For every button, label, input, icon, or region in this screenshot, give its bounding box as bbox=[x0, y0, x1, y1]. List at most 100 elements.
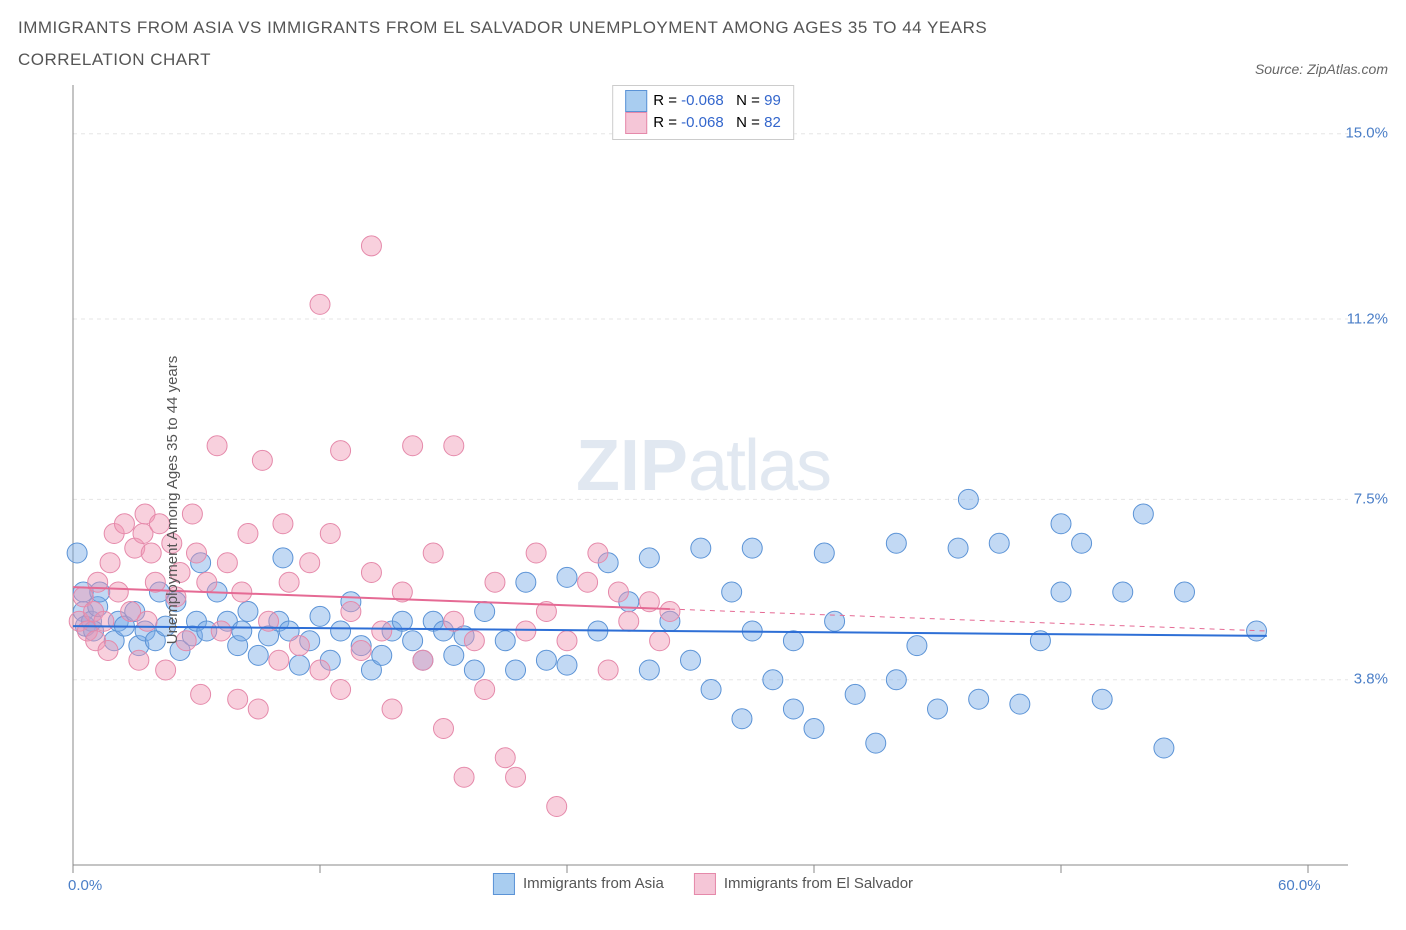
data-point bbox=[191, 684, 211, 704]
data-point bbox=[434, 718, 454, 738]
data-point bbox=[464, 660, 484, 680]
data-point bbox=[1133, 504, 1153, 524]
data-point bbox=[639, 660, 659, 680]
data-point bbox=[114, 513, 134, 533]
data-point bbox=[273, 547, 293, 567]
legend-stats-text: R = -0.068 N = 99 bbox=[653, 90, 781, 113]
data-point bbox=[681, 650, 701, 670]
data-point bbox=[444, 435, 464, 455]
series-legend-item: Immigrants from Asia bbox=[493, 873, 664, 895]
data-point bbox=[763, 669, 783, 689]
y-tick-label: 11.2% bbox=[1347, 310, 1388, 327]
source-attribution: Source: ZipAtlas.com bbox=[1255, 61, 1388, 77]
x-tick-label: 60.0% bbox=[1278, 877, 1321, 894]
data-point bbox=[660, 601, 680, 621]
data-point bbox=[108, 582, 128, 602]
y-tick-label: 15.0% bbox=[1345, 125, 1388, 142]
data-point bbox=[1072, 533, 1092, 553]
data-point bbox=[475, 679, 495, 699]
data-point bbox=[1113, 582, 1133, 602]
data-point bbox=[361, 562, 381, 582]
data-point bbox=[1051, 582, 1071, 602]
data-point bbox=[783, 630, 803, 650]
data-point bbox=[382, 699, 402, 719]
data-point bbox=[289, 635, 309, 655]
data-point bbox=[536, 650, 556, 670]
data-point bbox=[495, 630, 515, 650]
data-point bbox=[217, 552, 237, 572]
data-point bbox=[252, 450, 272, 470]
scatter-plot bbox=[18, 85, 1388, 895]
data-point bbox=[1092, 689, 1112, 709]
data-point bbox=[187, 543, 207, 563]
data-point bbox=[310, 660, 330, 680]
data-point bbox=[413, 650, 433, 670]
data-point bbox=[557, 630, 577, 650]
data-point bbox=[547, 796, 567, 816]
data-point bbox=[928, 699, 948, 719]
data-point bbox=[701, 679, 721, 699]
data-point bbox=[232, 582, 252, 602]
data-point bbox=[228, 689, 248, 709]
data-point bbox=[310, 294, 330, 314]
data-point bbox=[444, 645, 464, 665]
data-point bbox=[506, 660, 526, 680]
data-point bbox=[403, 435, 423, 455]
data-point bbox=[886, 533, 906, 553]
data-point bbox=[578, 572, 598, 592]
data-point bbox=[845, 684, 865, 704]
legend-swatch bbox=[625, 112, 647, 134]
data-point bbox=[310, 606, 330, 626]
data-point bbox=[454, 767, 474, 787]
data-point bbox=[207, 435, 227, 455]
data-point bbox=[958, 489, 978, 509]
data-point bbox=[67, 543, 87, 563]
data-point bbox=[969, 689, 989, 709]
data-point bbox=[557, 567, 577, 587]
data-point bbox=[732, 708, 752, 728]
data-point bbox=[320, 523, 340, 543]
data-point bbox=[650, 630, 670, 650]
data-point bbox=[989, 533, 1009, 553]
data-point bbox=[516, 621, 536, 641]
data-point bbox=[598, 660, 618, 680]
data-point bbox=[742, 538, 762, 558]
legend-stats-text: R = -0.068 N = 82 bbox=[653, 112, 781, 135]
data-point bbox=[279, 572, 299, 592]
data-point bbox=[98, 640, 118, 660]
y-tick-label: 3.8% bbox=[1354, 671, 1388, 688]
data-point bbox=[608, 582, 628, 602]
series-legend-label: Immigrants from El Salvador bbox=[724, 875, 913, 892]
data-point bbox=[273, 513, 293, 533]
data-point bbox=[1010, 694, 1030, 714]
data-point bbox=[331, 621, 351, 641]
data-point bbox=[141, 543, 161, 563]
data-point bbox=[269, 650, 289, 670]
data-point bbox=[137, 611, 157, 631]
chart-container: Unemployment Among Ages 35 to 44 years Z… bbox=[18, 85, 1388, 915]
legend-swatch bbox=[625, 90, 647, 112]
data-point bbox=[495, 747, 515, 767]
data-point bbox=[248, 645, 268, 665]
data-point bbox=[331, 679, 351, 699]
data-point bbox=[1051, 513, 1071, 533]
legend-row: R = -0.068 N = 82 bbox=[625, 112, 781, 135]
legend-row: R = -0.068 N = 99 bbox=[625, 90, 781, 113]
data-point bbox=[948, 538, 968, 558]
data-point bbox=[588, 543, 608, 563]
data-point bbox=[866, 733, 886, 753]
data-point bbox=[403, 630, 423, 650]
data-point bbox=[907, 635, 927, 655]
data-point bbox=[691, 538, 711, 558]
data-point bbox=[361, 235, 381, 255]
data-point bbox=[289, 655, 309, 675]
data-point bbox=[886, 669, 906, 689]
x-tick-label: 0.0% bbox=[68, 877, 102, 894]
data-point bbox=[238, 523, 258, 543]
data-point bbox=[248, 699, 268, 719]
data-point bbox=[619, 611, 639, 631]
data-point bbox=[1175, 582, 1195, 602]
legend-swatch bbox=[694, 873, 716, 895]
y-axis-label: Unemployment Among Ages 35 to 44 years bbox=[164, 355, 181, 644]
data-point bbox=[300, 552, 320, 572]
